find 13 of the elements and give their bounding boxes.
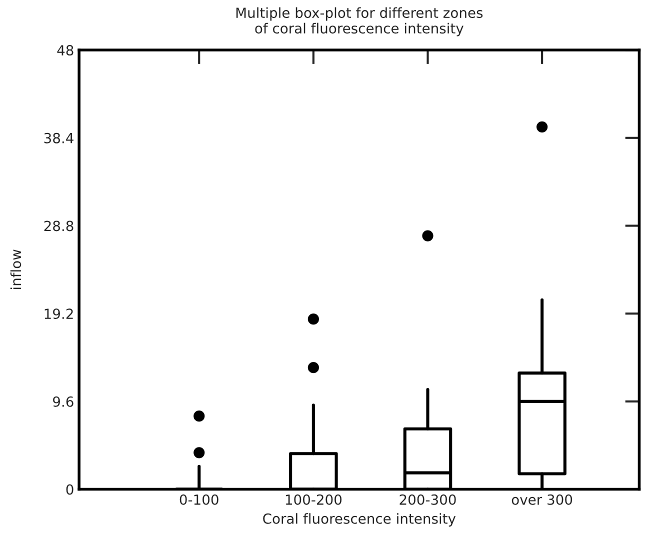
x-tick-label: over 300 [512,494,572,505]
y-tick-label: 9.6 [53,396,74,407]
y-tick-label: 38.4 [44,132,74,144]
y-tick-label: 28.8 [44,220,74,232]
y-tick-label: 48 [57,45,74,56]
x-tick-label: 0-100 [180,494,218,505]
x-tick-label: 200-300 [400,494,456,505]
x-tick-label: 100-200 [286,494,342,505]
chart-title: Multiple box-plot for different zones of coral fluorescence intensity [236,7,483,36]
x-axis-title: Coral fluorescence intensity [263,513,456,527]
y-tick-label: 0 [66,484,74,495]
y-axis-title: inflow [10,250,22,289]
y-tick-label: 19.2 [44,308,73,320]
